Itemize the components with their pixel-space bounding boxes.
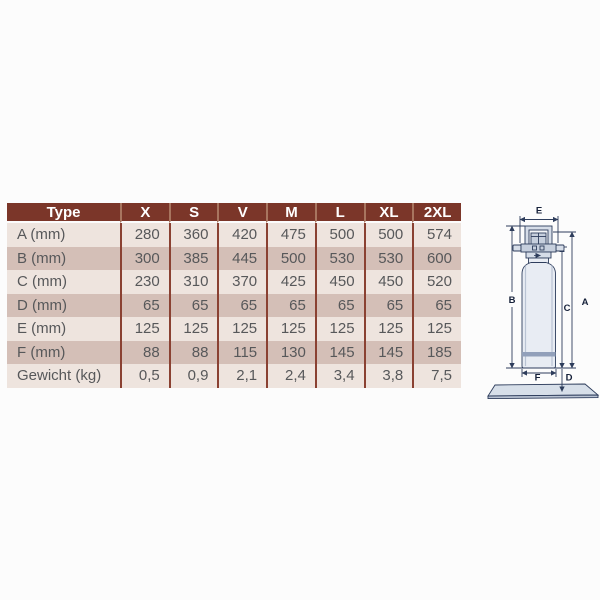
value-cell: 65 [314, 293, 364, 317]
value-cell: 420 [217, 223, 267, 247]
value-cell: 600 [412, 246, 461, 270]
row-label: F (mm) [7, 340, 121, 364]
value-cell: 125 [412, 317, 461, 341]
value-cell: 2,1 [217, 364, 267, 388]
value-cell: 145 [363, 340, 413, 364]
value-cell: 280 [120, 223, 169, 247]
value-cell: 310 [168, 270, 218, 294]
value-cell: 125 [363, 317, 413, 341]
row-label: B (mm) [7, 246, 121, 270]
value-cell: 65 [412, 293, 461, 317]
dim-label-b: B [509, 295, 516, 306]
dim-label-e: E [536, 206, 542, 217]
value-cell: 425 [266, 270, 315, 294]
value-cell: 530 [314, 246, 364, 270]
spec-table-header-row: Type X S V M L XL 2XL [7, 203, 461, 223]
column-header-x: X [120, 203, 169, 223]
value-cell: 125 [314, 317, 364, 341]
value-cell: 115 [217, 340, 267, 364]
row-label: E (mm) [7, 317, 121, 341]
value-cell: 500 [363, 223, 413, 247]
base-plate [487, 383, 600, 400]
column-header-xl: XL [363, 203, 413, 223]
value-cell: 385 [168, 246, 218, 270]
value-cell: 88 [168, 340, 218, 364]
table-row: Gewicht (kg) 0,5 0,9 2,1 2,4 3,4 3,8 7,5 [7, 364, 461, 388]
spec-table-body: A (mm) 280 360 420 475 500 500 574 B (mm) 300 385 4… [7, 223, 461, 388]
value-cell: 300 [120, 246, 169, 270]
table-row: B (mm) 300 385 445 500 530 530 600 [7, 246, 461, 270]
value-cell: 65 [266, 293, 315, 317]
value-cell: 360 [168, 223, 218, 247]
value-cell: 500 [314, 223, 364, 247]
value-cell: 145 [314, 340, 364, 364]
value-cell: 2,4 [266, 364, 315, 388]
dimension-labels: E B A C F D [509, 206, 589, 384]
value-cell: 500 [266, 246, 315, 270]
value-cell: 3,8 [363, 364, 413, 388]
value-cell: 125 [217, 317, 267, 341]
table-row: F (mm) 88 88 115 130 145 145 185 [7, 340, 461, 364]
value-cell: 574 [412, 223, 461, 247]
row-label: A (mm) [7, 223, 121, 247]
column-header-l: L [314, 203, 364, 223]
value-cell: 450 [314, 270, 364, 294]
table-row: C (mm) 230 310 370 425 450 450 520 [7, 270, 461, 294]
value-cell: 450 [363, 270, 413, 294]
table-row: A (mm) 280 360 420 475 500 500 574 [7, 223, 461, 247]
column-header-s: S [168, 203, 218, 223]
value-cell: 125 [168, 317, 218, 341]
value-cell: 125 [120, 317, 169, 341]
cylinder-body [512, 225, 565, 369]
table-row: E (mm) 125 125 125 125 125 125 125 [7, 317, 461, 341]
value-cell: 65 [363, 293, 413, 317]
value-cell: 0,5 [120, 364, 169, 388]
dim-label-a: A [582, 297, 589, 308]
row-label: Gewicht (kg) [7, 364, 121, 388]
table-row: D (mm) 65 65 65 65 65 65 65 [7, 293, 461, 317]
dim-label-f: F [535, 373, 541, 384]
value-cell: 65 [168, 293, 218, 317]
value-cell: 7,5 [412, 364, 461, 388]
value-cell: 65 [120, 293, 169, 317]
size-spec-table: Type X S V M L XL 2XL A (mm) 280 360 420 475 500 500 5… [7, 203, 461, 388]
value-cell: 475 [266, 223, 315, 247]
column-header-v: V [217, 203, 267, 223]
value-cell: 370 [217, 270, 267, 294]
value-cell: 65 [217, 293, 267, 317]
value-cell: 3,4 [314, 364, 364, 388]
dim-label-c: C [564, 303, 571, 314]
value-cell: 185 [412, 340, 461, 364]
row-label: C (mm) [7, 270, 121, 294]
row-label: D (mm) [7, 293, 121, 317]
value-cell: 125 [266, 317, 315, 341]
value-cell: 0,9 [168, 364, 218, 388]
value-cell: 530 [363, 246, 413, 270]
cylinder-dimension-diagram: E B A C F D [487, 206, 600, 400]
column-header-m: M [266, 203, 315, 223]
column-header-2xl: 2XL [412, 203, 461, 223]
value-cell: 230 [120, 270, 169, 294]
value-cell: 130 [266, 340, 315, 364]
value-cell: 445 [217, 246, 267, 270]
value-cell: 88 [120, 340, 169, 364]
value-cell: 520 [412, 270, 461, 294]
column-header-type: Type [7, 203, 121, 223]
dim-label-d: D [566, 373, 573, 384]
